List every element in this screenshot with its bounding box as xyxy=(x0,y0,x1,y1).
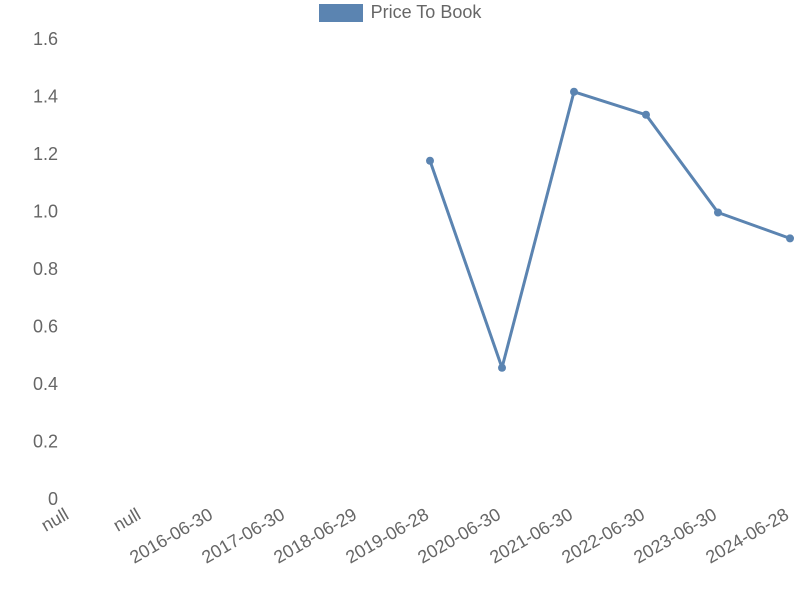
legend: Price To Book xyxy=(0,2,800,27)
chart-svg: 00.20.40.60.81.01.21.41.6nullnull2016-06… xyxy=(0,0,800,600)
series-marker xyxy=(714,209,722,217)
y-tick-label: 0.6 xyxy=(33,316,58,336)
y-tick-label: 0 xyxy=(48,489,58,509)
y-tick-label: 1.6 xyxy=(33,29,58,49)
legend-label: Price To Book xyxy=(371,2,482,23)
x-tick-label: null xyxy=(110,504,144,535)
x-tick-label: null xyxy=(38,504,72,535)
series-marker xyxy=(642,111,650,119)
y-tick-label: 1.2 xyxy=(33,144,58,164)
series-marker xyxy=(426,157,434,165)
legend-swatch xyxy=(319,4,363,22)
y-tick-label: 0.4 xyxy=(33,374,58,394)
y-tick-label: 0.8 xyxy=(33,259,58,279)
series-marker xyxy=(498,364,506,372)
y-tick-label: 1.0 xyxy=(33,201,58,221)
series-line xyxy=(430,92,790,368)
x-tick-label: 2024-06-28 xyxy=(702,504,792,567)
series-marker xyxy=(786,234,794,242)
y-tick-label: 0.2 xyxy=(33,431,58,451)
price-to-book-chart: Price To Book 0 0.2 0.4 0.6 0.8 1.0 1.2 1.4 1.6 n… xyxy=(0,0,800,600)
y-tick-label: 1.4 xyxy=(33,86,58,106)
legend-item: Price To Book xyxy=(319,2,482,23)
series-marker xyxy=(570,88,578,96)
